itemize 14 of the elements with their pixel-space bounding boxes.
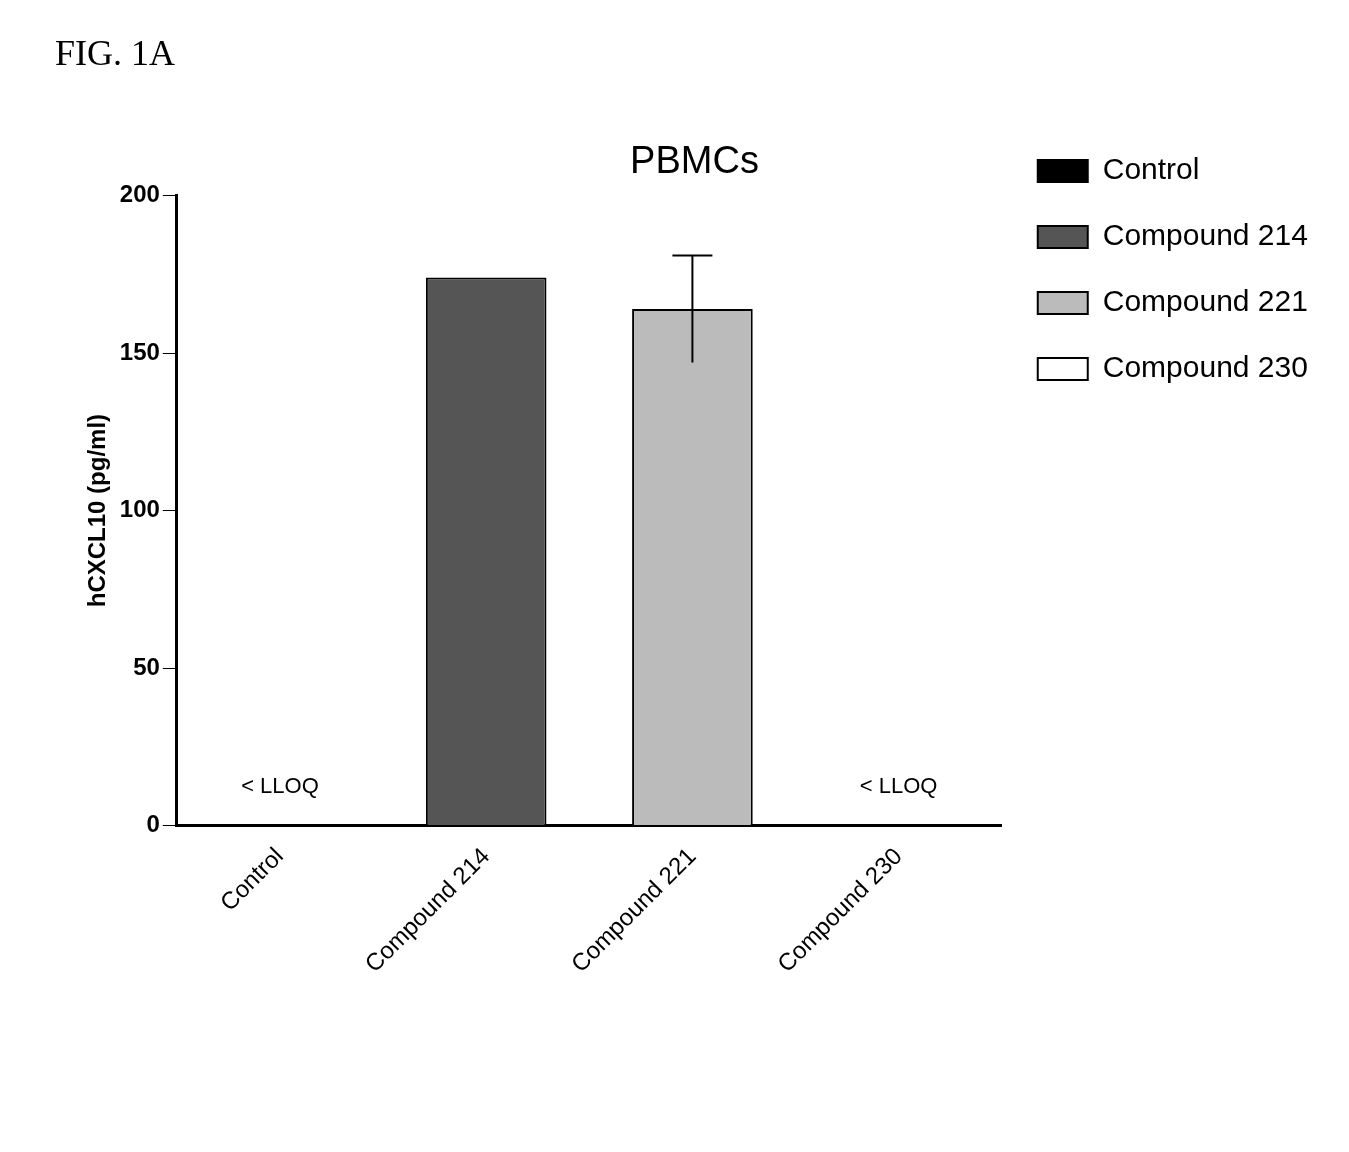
legend-label: Compound 230 [1102, 350, 1308, 384]
y-tick-label: 0 [146, 810, 160, 838]
y-tick-label: 150 [119, 337, 160, 365]
legend-label: Control [1102, 152, 1200, 186]
caption: FIG. 1A [55, 33, 176, 74]
annotation: < LLOQ [859, 772, 938, 798]
y-tick-label: 100 [119, 495, 160, 523]
y-tick-label: 200 [119, 180, 160, 208]
y-tick-label: 50 [133, 652, 160, 680]
y-axis-title: hCXCL10 (pg/ml) [83, 413, 111, 608]
legend-label: Compound 214 [1102, 218, 1308, 252]
chart-title: PBMCs [630, 139, 759, 182]
legend-label: Compound 221 [1102, 284, 1308, 318]
annotation: < LLOQ [241, 772, 319, 798]
